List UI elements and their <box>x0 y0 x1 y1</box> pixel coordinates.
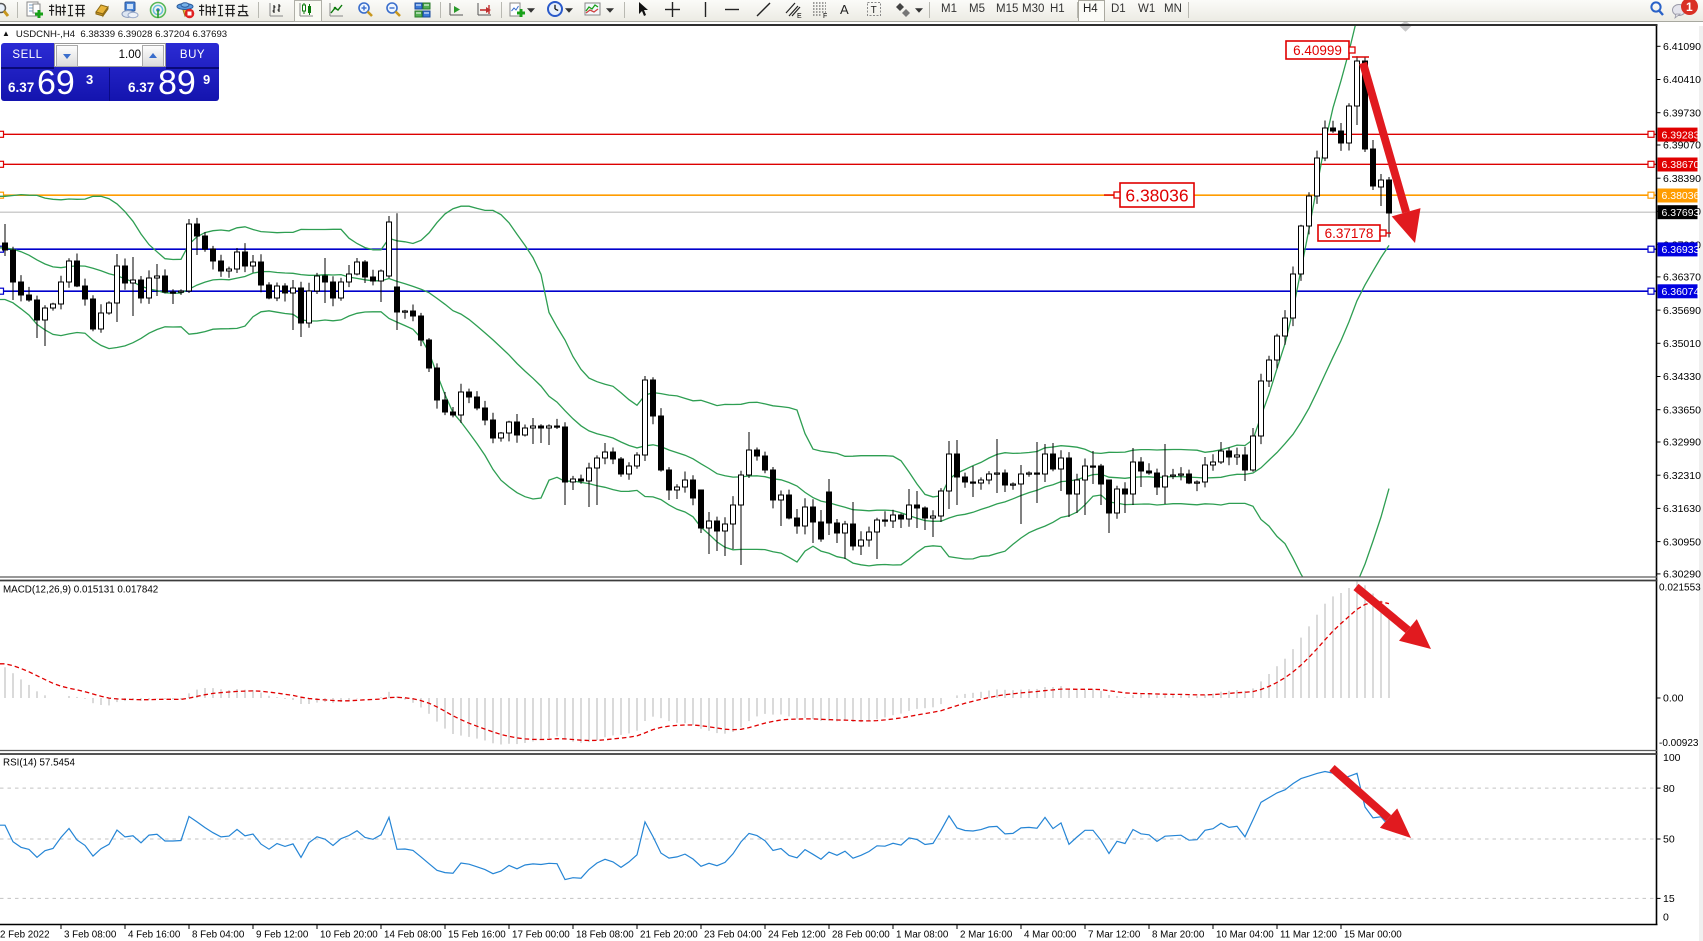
svg-text:6.34330: 6.34330 <box>1663 371 1701 383</box>
svg-text:T: T <box>871 5 877 16</box>
svg-text:6.35010: 6.35010 <box>1663 338 1701 350</box>
svg-text:6.33650: 6.33650 <box>1663 404 1701 416</box>
svg-text:10 Feb 20:00: 10 Feb 20:00 <box>320 930 378 941</box>
svg-text:6.39730: 6.39730 <box>1663 107 1701 119</box>
svg-text:3 Feb 08:00: 3 Feb 08:00 <box>64 930 117 941</box>
svg-text:2 Mar 16:00: 2 Mar 16:00 <box>960 930 1013 941</box>
svg-text:15 Feb 16:00: 15 Feb 16:00 <box>448 930 506 941</box>
svg-text:80: 80 <box>1663 783 1675 795</box>
svg-text:6.40999: 6.40999 <box>1293 43 1342 58</box>
svg-text:6.36933: 6.36933 <box>1662 244 1700 256</box>
svg-text:15: 15 <box>1663 893 1675 905</box>
svg-text:6.38036: 6.38036 <box>1125 185 1188 205</box>
svg-text:0: 0 <box>1663 912 1669 924</box>
svg-text:6.37693: 6.37693 <box>1662 207 1700 219</box>
svg-text:4 Mar 00:00: 4 Mar 00:00 <box>1024 930 1077 941</box>
svg-text:6.41090: 6.41090 <box>1663 41 1701 53</box>
svg-text:6.35690: 6.35690 <box>1663 305 1701 317</box>
svg-text:14 Feb 08:00: 14 Feb 08:00 <box>384 930 442 941</box>
svg-text:6.39070: 6.39070 <box>1663 140 1701 152</box>
svg-text:0.021553: 0.021553 <box>1659 583 1701 594</box>
svg-text:100: 100 <box>1663 752 1681 764</box>
svg-text:17 Feb 00:00: 17 Feb 00:00 <box>512 930 570 941</box>
svg-text:-0.00923: -0.00923 <box>1659 738 1699 749</box>
svg-text:MACD(12,26,9) 0.015131 0.01784: MACD(12,26,9) 0.015131 0.017842 <box>3 585 158 596</box>
svg-text:F: F <box>823 13 827 19</box>
svg-text:6.38390: 6.38390 <box>1663 173 1701 185</box>
svg-text:6.32310: 6.32310 <box>1663 470 1701 482</box>
svg-text:6.36074: 6.36074 <box>1662 286 1700 298</box>
svg-text:6.40410: 6.40410 <box>1663 74 1701 86</box>
svg-text:6.38670: 6.38670 <box>1662 159 1700 171</box>
svg-text:10 Mar 04:00: 10 Mar 04:00 <box>1216 930 1274 941</box>
svg-text:6.30950: 6.30950 <box>1663 536 1701 548</box>
svg-text:RSI(14) 57.5454: RSI(14) 57.5454 <box>3 758 75 769</box>
svg-text:50: 50 <box>1663 834 1675 846</box>
svg-text:8 Feb 04:00: 8 Feb 04:00 <box>192 930 245 941</box>
svg-text:8 Mar 20:00: 8 Mar 20:00 <box>1152 930 1205 941</box>
svg-text:21 Feb 20:00: 21 Feb 20:00 <box>640 930 698 941</box>
svg-text:4 Feb 16:00: 4 Feb 16:00 <box>128 930 181 941</box>
svg-text:6.39283: 6.39283 <box>1662 129 1700 141</box>
svg-text:6.36370: 6.36370 <box>1663 272 1701 284</box>
svg-text:6.31630: 6.31630 <box>1663 503 1701 515</box>
svg-text:1 Mar 08:00: 1 Mar 08:00 <box>896 930 949 941</box>
svg-text:24 Feb 12:00: 24 Feb 12:00 <box>768 930 826 941</box>
svg-text:6.30290: 6.30290 <box>1663 569 1701 581</box>
svg-text:11 Mar 12:00: 11 Mar 12:00 <box>1280 930 1338 941</box>
svg-text:E: E <box>797 13 802 19</box>
svg-text:28 Feb 00:00: 28 Feb 00:00 <box>832 930 890 941</box>
svg-text:6.32990: 6.32990 <box>1663 437 1701 449</box>
svg-text:7 Mar 12:00: 7 Mar 12:00 <box>1088 930 1141 941</box>
svg-text:23 Feb 04:00: 23 Feb 04:00 <box>704 930 762 941</box>
svg-text:2 Feb 2022: 2 Feb 2022 <box>0 930 50 941</box>
svg-text:6.37178: 6.37178 <box>1325 226 1374 241</box>
svg-text:18 Feb 08:00: 18 Feb 08:00 <box>576 930 634 941</box>
svg-text:6.38036: 6.38036 <box>1662 190 1700 202</box>
svg-text:0.00: 0.00 <box>1663 693 1684 705</box>
svg-text:15 Mar 00:00: 15 Mar 00:00 <box>1344 930 1402 941</box>
svg-text:9 Feb 12:00: 9 Feb 12:00 <box>256 930 309 941</box>
